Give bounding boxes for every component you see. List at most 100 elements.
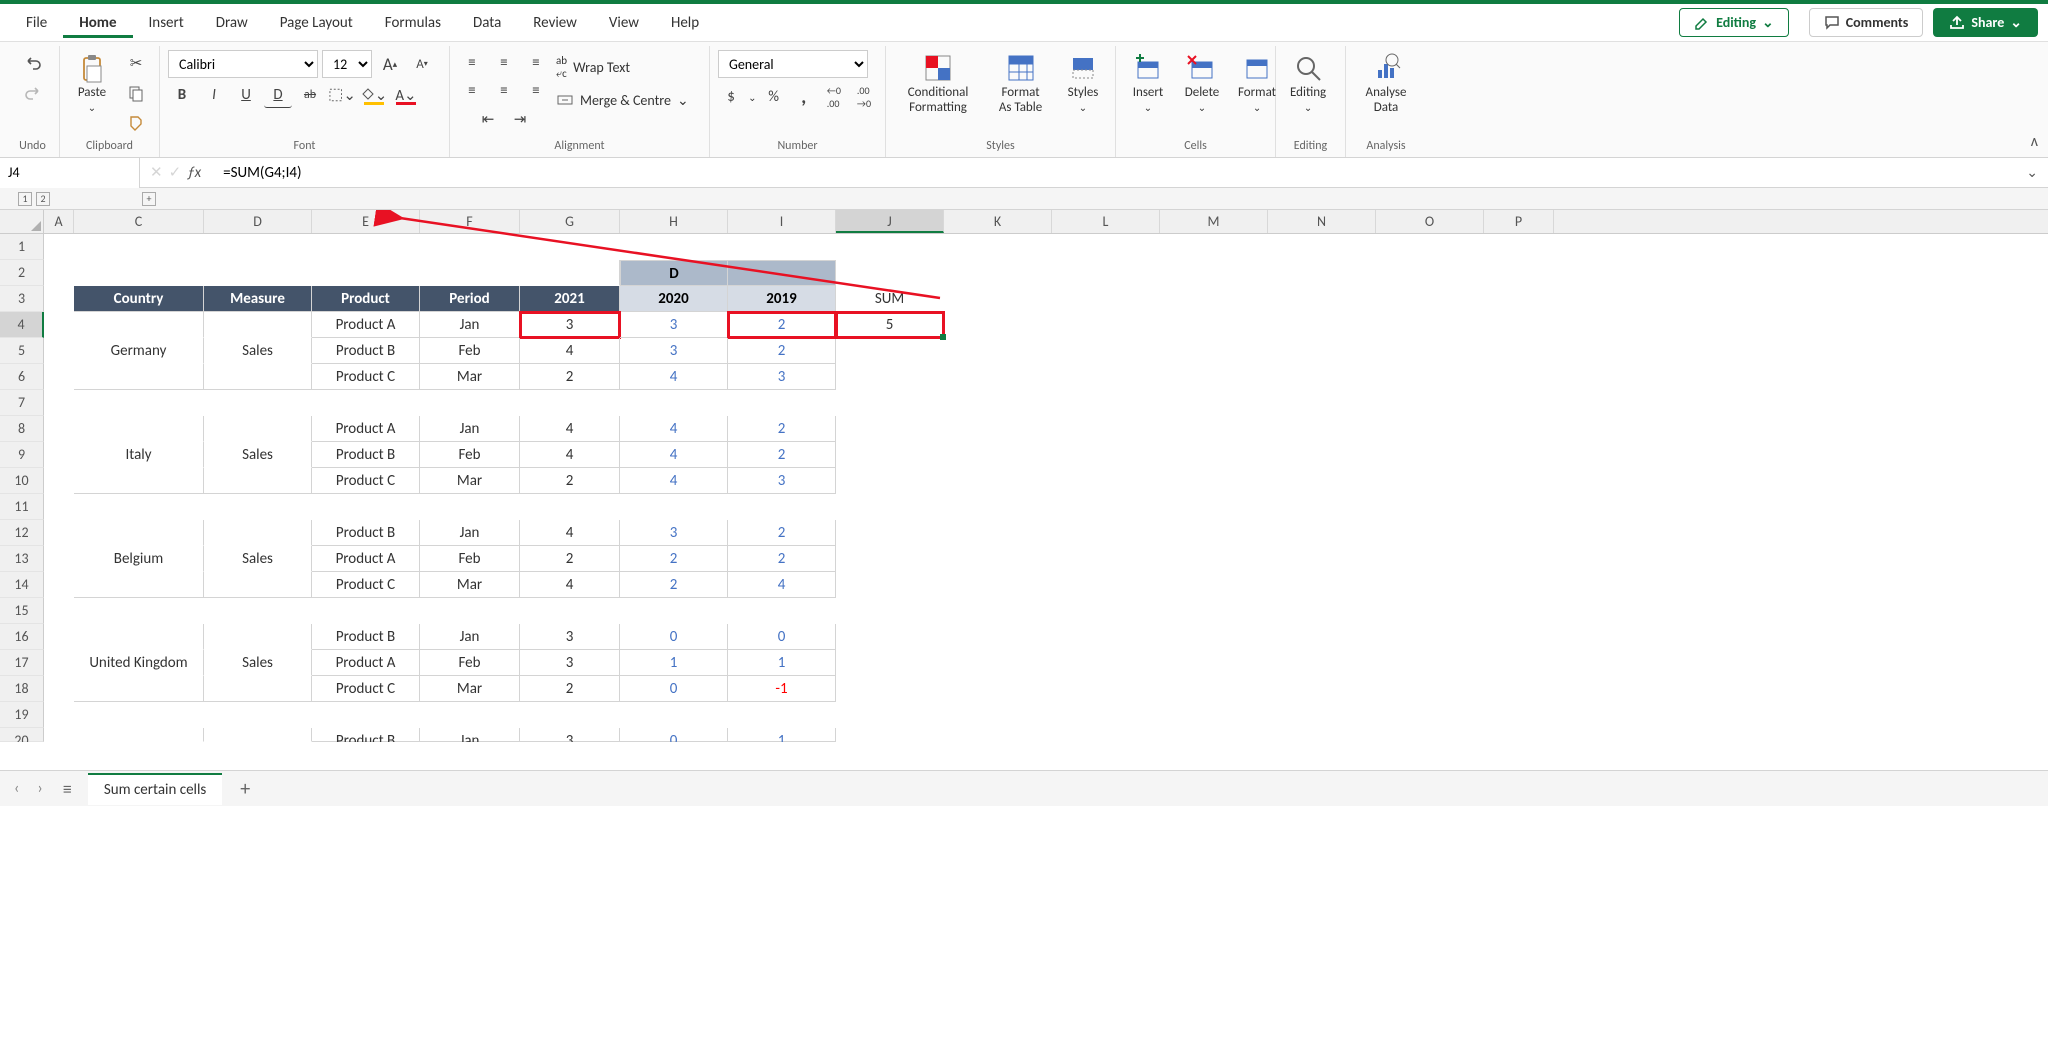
cell-A5[interactable]	[44, 338, 74, 364]
cell-C11[interactable]	[74, 494, 204, 520]
cell-A8[interactable]	[44, 416, 74, 442]
cell-N12[interactable]	[1268, 520, 1376, 546]
cell-F5[interactable]: Feb	[420, 338, 520, 364]
cell-G2[interactable]	[520, 260, 620, 286]
cell-D20[interactable]	[204, 728, 312, 742]
row-header-12[interactable]: 12	[0, 520, 44, 546]
cell-D18[interactable]	[204, 676, 312, 702]
cell-I6[interactable]: 3	[728, 364, 836, 390]
cell-F10[interactable]: Mar	[420, 468, 520, 494]
cell-A14[interactable]	[44, 572, 74, 598]
cell-N14[interactable]	[1268, 572, 1376, 598]
cell-I14[interactable]: 4	[728, 572, 836, 598]
cell-A2[interactable]	[44, 260, 74, 286]
cell-N11[interactable]	[1268, 494, 1376, 520]
cell-P7[interactable]	[1484, 390, 1554, 416]
cell-K18[interactable]	[944, 676, 1052, 702]
cell-P8[interactable]	[1484, 416, 1554, 442]
cell-C12[interactable]	[74, 520, 204, 546]
cell-E1[interactable]	[312, 234, 420, 260]
cell-I17[interactable]: 1	[728, 650, 836, 676]
next-sheet-button[interactable]: ›	[33, 779, 46, 798]
cell-N17[interactable]	[1268, 650, 1376, 676]
cell-L8[interactable]	[1052, 416, 1160, 442]
cell-M15[interactable]	[1160, 598, 1268, 624]
spreadsheet-grid[interactable]: ACDEFGHIJKLMNOP 12D3CountryMeasureProduc…	[0, 210, 2048, 770]
row-header-20[interactable]: 20	[0, 728, 44, 742]
cell-D11[interactable]	[204, 494, 312, 520]
menu-insert[interactable]: Insert	[133, 8, 200, 38]
cell-O2[interactable]	[1376, 260, 1484, 286]
cell-H16[interactable]: 0	[620, 624, 728, 650]
cell-G7[interactable]	[520, 390, 620, 416]
cell-J6[interactable]	[836, 364, 944, 390]
double-underline-button[interactable]: D	[264, 82, 292, 108]
cell-N7[interactable]	[1268, 390, 1376, 416]
cell-H8[interactable]: 4	[620, 416, 728, 442]
cell-F11[interactable]	[420, 494, 520, 520]
cell-P6[interactable]	[1484, 364, 1554, 390]
confirm-formula-button[interactable]: ✓	[169, 163, 182, 182]
cell-G20[interactable]: 3	[520, 728, 620, 742]
cell-A12[interactable]	[44, 520, 74, 546]
row-header-6[interactable]: 6	[0, 364, 44, 390]
cell-L17[interactable]	[1052, 650, 1160, 676]
cell-F3[interactable]: Period	[420, 286, 520, 312]
cell-L3[interactable]	[1052, 286, 1160, 312]
cell-D3[interactable]: Measure	[204, 286, 312, 312]
cell-M2[interactable]	[1160, 260, 1268, 286]
cell-P12[interactable]	[1484, 520, 1554, 546]
cell-I10[interactable]: 3	[728, 468, 836, 494]
cell-N20[interactable]	[1268, 728, 1376, 742]
cell-H14[interactable]: 2	[620, 572, 728, 598]
col-header-P[interactable]: P	[1484, 210, 1554, 233]
cell-E16[interactable]: Product B	[312, 624, 420, 650]
cell-C10[interactable]	[74, 468, 204, 494]
col-header-C[interactable]: C	[74, 210, 204, 233]
cell-J15[interactable]	[836, 598, 944, 624]
cell-D10[interactable]	[204, 468, 312, 494]
cell-E9[interactable]: Product B	[312, 442, 420, 468]
row-header-7[interactable]: 7	[0, 390, 44, 416]
col-header-K[interactable]: K	[944, 210, 1052, 233]
row-header-3[interactable]: 3	[0, 286, 44, 312]
cell-O15[interactable]	[1376, 598, 1484, 624]
cell-A20[interactable]	[44, 728, 74, 742]
cell-E13[interactable]: Product A	[312, 546, 420, 572]
col-header-I[interactable]: I	[728, 210, 836, 233]
outline-level-1[interactable]: 1	[18, 192, 32, 206]
cell-K3[interactable]	[944, 286, 1052, 312]
cell-N3[interactable]	[1268, 286, 1376, 312]
cell-J14[interactable]	[836, 572, 944, 598]
cut-button[interactable]: ✂	[122, 50, 150, 76]
cell-D16[interactable]	[204, 624, 312, 650]
cell-H2[interactable]: D	[620, 260, 728, 286]
row-header-5[interactable]: 5	[0, 338, 44, 364]
cell-G16[interactable]: 3	[520, 624, 620, 650]
decrease-font-button[interactable]: A▾	[408, 51, 436, 77]
cell-C7[interactable]	[74, 390, 204, 416]
cell-L10[interactable]	[1052, 468, 1160, 494]
cell-K10[interactable]	[944, 468, 1052, 494]
row-header-13[interactable]: 13	[0, 546, 44, 572]
row-header-9[interactable]: 9	[0, 442, 44, 468]
cell-N13[interactable]	[1268, 546, 1376, 572]
menu-page-layout[interactable]: Page Layout	[264, 8, 369, 38]
cell-J11[interactable]	[836, 494, 944, 520]
cell-L14[interactable]	[1052, 572, 1160, 598]
cell-A10[interactable]	[44, 468, 74, 494]
col-header-G[interactable]: G	[520, 210, 620, 233]
cell-G14[interactable]: 4	[520, 572, 620, 598]
cell-N4[interactable]	[1268, 312, 1376, 338]
cell-M7[interactable]	[1160, 390, 1268, 416]
cell-G4[interactable]: 3	[520, 312, 620, 338]
cell-M4[interactable]	[1160, 312, 1268, 338]
cell-O17[interactable]	[1376, 650, 1484, 676]
cell-O6[interactable]	[1376, 364, 1484, 390]
cell-C9[interactable]: Italy	[74, 442, 204, 468]
cell-I8[interactable]: 2	[728, 416, 836, 442]
number-format-select[interactable]: General	[718, 50, 868, 78]
cell-K4[interactable]	[944, 312, 1052, 338]
cell-K1[interactable]	[944, 234, 1052, 260]
cell-N9[interactable]	[1268, 442, 1376, 468]
